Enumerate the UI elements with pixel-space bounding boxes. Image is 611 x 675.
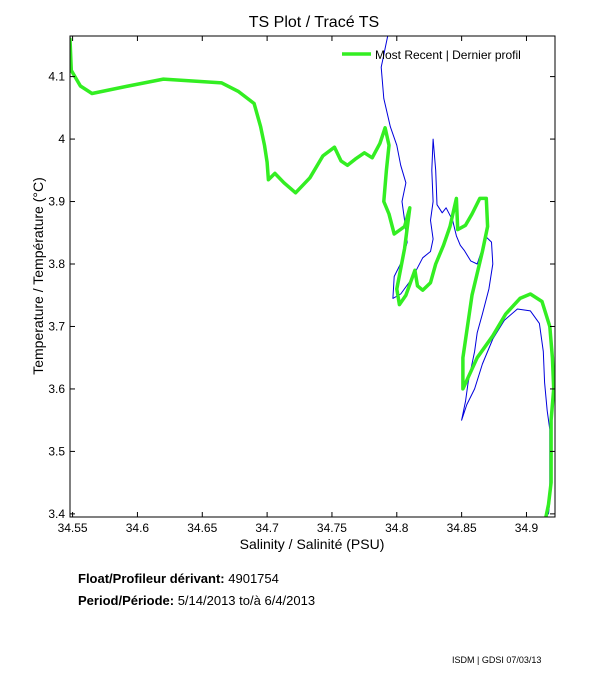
x-tick-label: 34.75 [317,521,347,535]
y-axis-label: Temperature / Température (°C) [30,177,46,375]
y-tick-label: 3.4 [48,507,65,521]
period-start: 5/14/2013 [177,593,236,608]
x-tick-label: 34.6 [126,521,150,535]
y-tick-label: 4 [58,132,65,146]
x-tick-label: 34.55 [58,521,88,535]
float-label: Float/Profileur dérivant: [78,571,225,586]
credit-stamp: ISDM | GDSI 07/03/13 [452,655,542,665]
float-id: 4901754 [228,571,279,586]
y-tick-label: 3.9 [48,195,65,209]
y-tick-label: 3.8 [48,257,65,271]
series-line-most-recent [70,37,555,517]
x-tick-label: 34.9 [515,521,539,535]
y-tick-label: 4.1 [48,70,65,84]
x-tick-label: 34.65 [187,521,217,535]
x-tick-label: 34.7 [255,521,279,535]
period-label: Period/Période: [78,593,175,608]
legend-label: Most Recent | Dernier profil [375,48,521,62]
chart-title: TS Plot / Tracé TS [249,14,379,31]
period-separator: to/à [239,593,261,608]
y-tick-label: 3.5 [48,444,65,458]
y-tick-label: 3.6 [48,382,65,396]
x-tick-label: 34.8 [385,521,409,535]
x-tick-label: 34.85 [447,521,477,535]
series-layer [70,36,555,517]
float-info: Float/Profileur dérivant: 4901754 [78,571,279,586]
plot-frame [69,35,556,518]
period-info: Period/Période: 5/14/2013 to/à 6/4/2013 [78,593,315,608]
legend: Most Recent | Dernier profil [342,48,521,62]
period-end: 6/4/2013 [264,593,316,608]
x-axis-label: Salinity / Salinité (PSU) [240,536,385,552]
series-line-profile [380,36,551,515]
axis-ticks: 34.55 34.6 34.65 34.7 34.75 34.8 34.85 34.9 3.4 3… [48,36,555,535]
y-tick-label: 3.7 [48,319,65,333]
